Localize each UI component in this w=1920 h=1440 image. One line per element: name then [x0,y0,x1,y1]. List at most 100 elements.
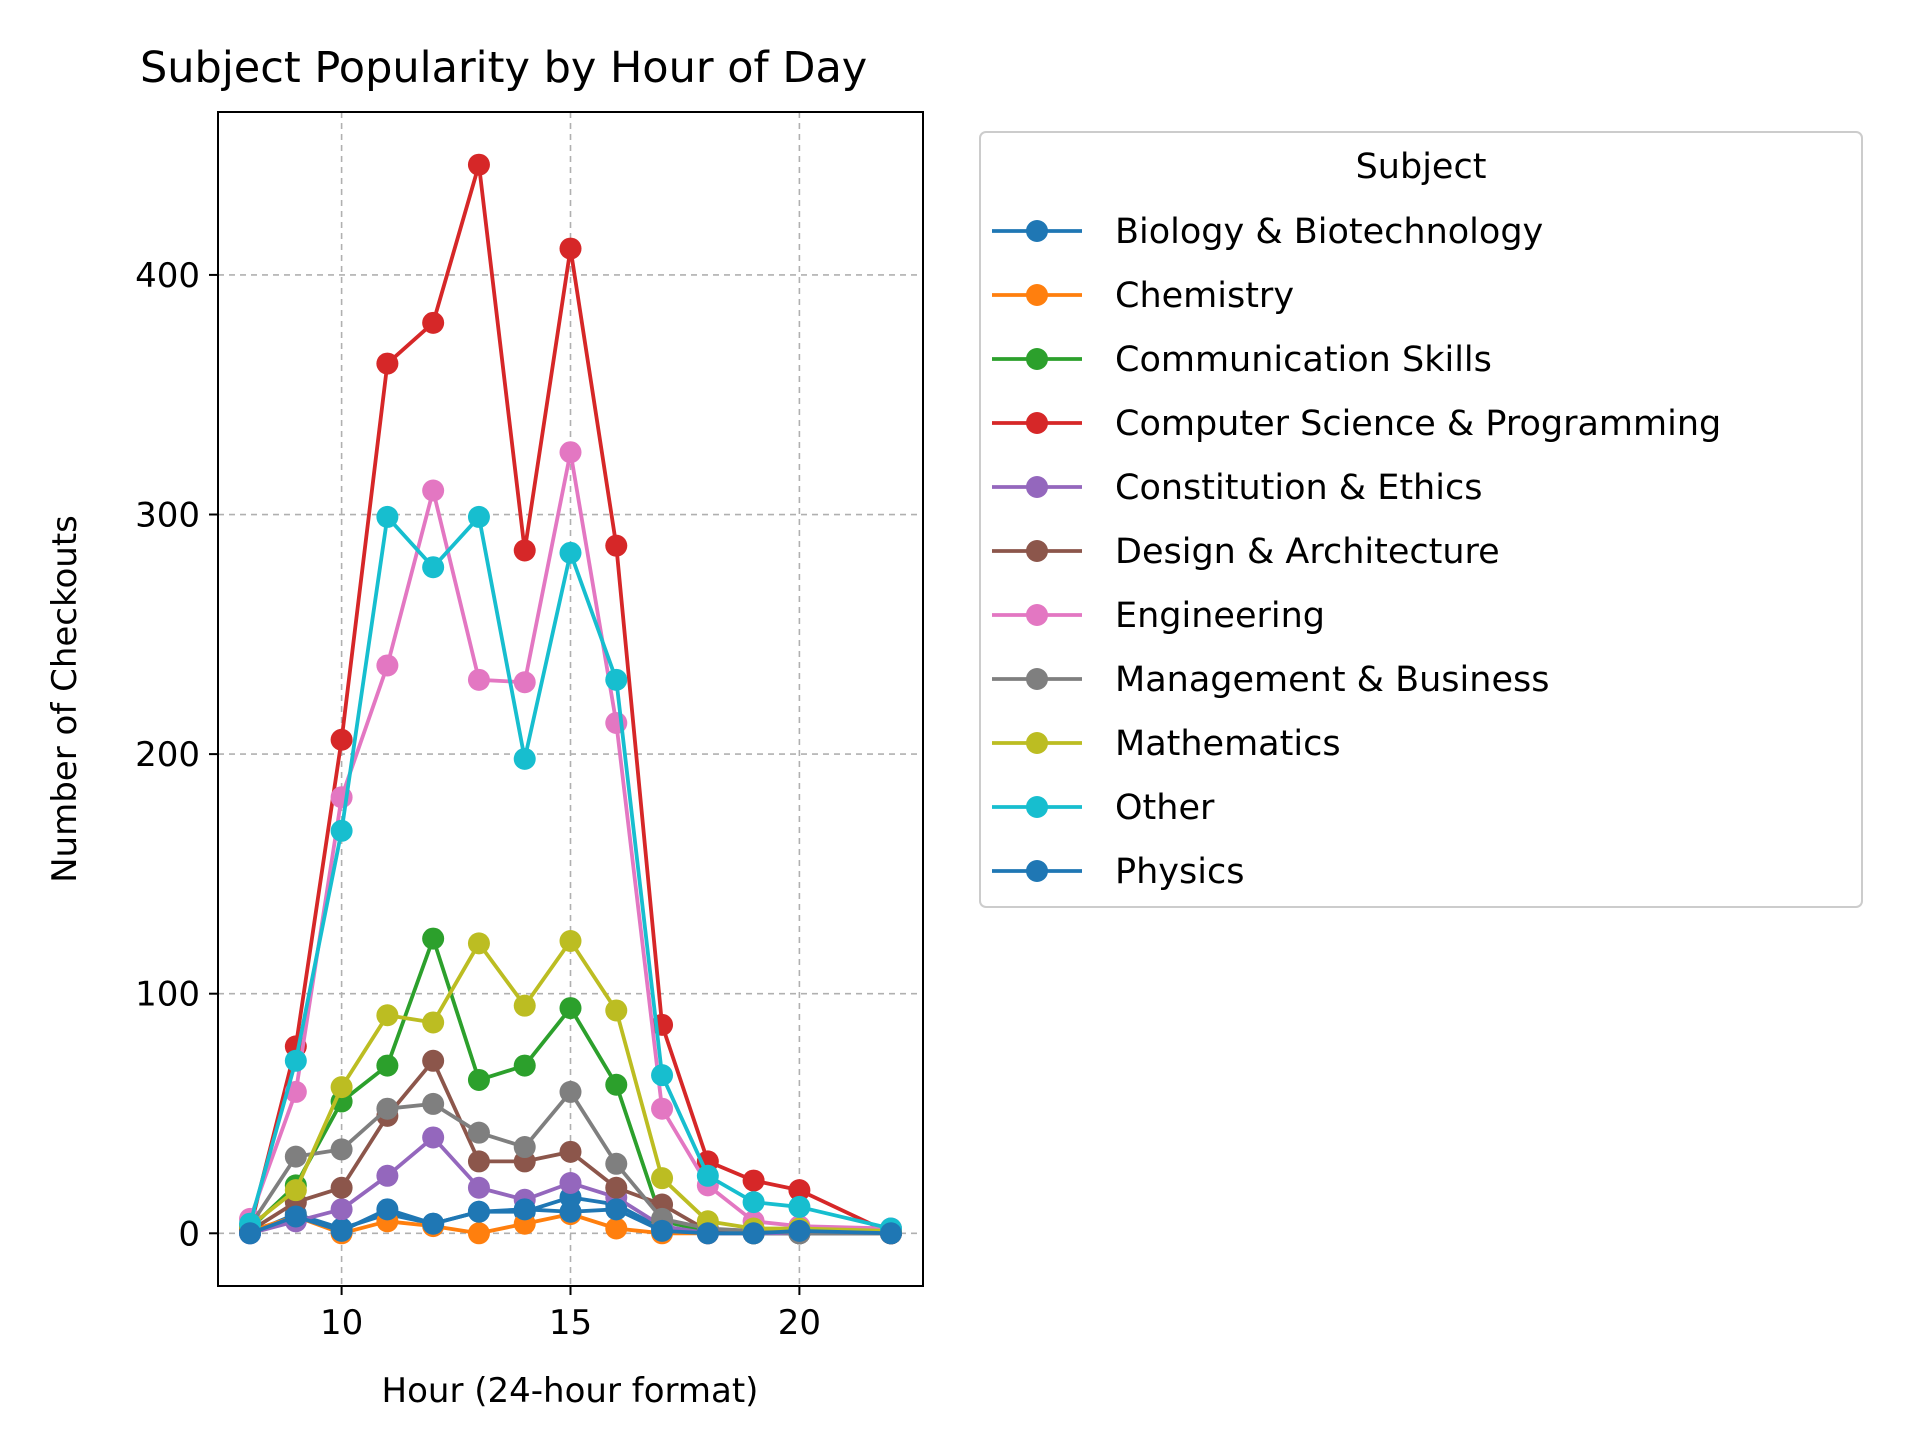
data-point-engineering [376,654,399,677]
data-point-physics [651,1219,674,1242]
data-point-constitution-ethics [559,1171,582,1194]
legend-swatch-marker [1026,604,1048,626]
data-point-other [788,1195,811,1218]
legend-title: Subject [1356,147,1487,187]
data-point-physics [879,1222,902,1245]
data-point-design-architecture [330,1176,353,1199]
x-tick-label: 10 [320,1303,363,1343]
data-point-other [330,819,353,842]
data-point-communication-skills [422,927,445,950]
legend-label: Mathematics [1115,724,1341,764]
data-point-design-architecture [467,1150,490,1173]
legend: Subject Biology & Biotechnology Chemistry… [979,131,1863,908]
legend-swatch-marker [1026,796,1048,818]
data-point-design-architecture [605,1176,628,1199]
legend-label: Chemistry [1115,276,1294,316]
data-point-mathematics [330,1076,353,1099]
data-point-physics [376,1198,399,1221]
data-point-management-business [605,1152,628,1175]
legend-item-engineering: Engineering [992,596,1325,636]
legend-swatch-marker [1026,220,1048,242]
data-point-other [696,1164,719,1187]
legend-swatch-marker [1026,860,1048,882]
data-point-other [513,747,536,770]
data-point-mathematics [651,1167,674,1190]
legend-label: Computer Science & Programming [1115,404,1721,444]
data-point-communication-skills [376,1054,399,1077]
x-tick-label: 15 [549,1303,592,1343]
data-point-management-business [559,1080,582,1103]
data-point-management-business [467,1121,490,1144]
legend-label: Other [1115,788,1215,828]
data-point-design-architecture [422,1049,445,1072]
legend-label: Communication Skills [1115,340,1492,380]
data-point-chemistry [605,1217,628,1240]
data-point-constitution-ethics [376,1164,399,1187]
legend-swatch-marker [1026,668,1048,690]
y-tick-label: 200 [135,735,200,775]
y-tick-label: 400 [135,256,200,296]
data-point-physics [513,1198,536,1221]
data-point-chemistry [467,1222,490,1245]
data-point-management-business [330,1138,353,1161]
data-point-computer-science-programming [467,153,490,176]
grid-lines [218,112,923,1286]
legend-swatch-marker [1026,412,1048,434]
data-point-engineering [559,441,582,464]
y-tick-label: 300 [135,496,200,536]
data-point-design-architecture [559,1140,582,1163]
data-point-constitution-ethics [467,1176,490,1199]
legend-item-management-business: Management & Business [992,660,1549,700]
x-axis-label: Hour (24-hour format) [382,1371,759,1411]
data-point-computer-science-programming [330,728,353,751]
legend-item-communication-skills: Communication Skills [992,340,1492,380]
legend-item-chemistry: Chemistry [992,276,1294,316]
data-point-computer-science-programming [605,534,628,557]
data-point-communication-skills [467,1068,490,1091]
legend-swatch-marker [1026,732,1048,754]
legend-swatch-marker [1026,540,1048,562]
data-point-engineering [467,668,490,691]
data-point-computer-science-programming [422,311,445,334]
data-point-mathematics [467,932,490,955]
series-physics [239,1198,902,1245]
data-point-physics [284,1205,307,1228]
data-point-communication-skills [559,997,582,1020]
data-point-other [376,505,399,528]
legend-label: Design & Architecture [1115,532,1500,572]
data-point-other [605,668,628,691]
data-point-communication-skills [513,1054,536,1077]
data-point-other [559,541,582,564]
legend-label: Constitution & Ethics [1115,468,1482,508]
data-point-mathematics [376,1004,399,1027]
y-tick-label: 0 [178,1214,200,1254]
data-point-management-business [284,1145,307,1168]
legend-item-physics: Physics [992,852,1244,892]
legend-label: Physics [1115,852,1244,892]
data-point-mathematics [422,1011,445,1034]
data-point-mathematics [284,1179,307,1202]
data-point-constitution-ethics [422,1126,445,1149]
data-point-mathematics [559,929,582,952]
data-point-mathematics [513,994,536,1017]
data-point-physics [467,1200,490,1223]
data-point-management-business [422,1092,445,1115]
legend-label: Engineering [1115,596,1325,636]
data-point-computer-science-programming [376,352,399,375]
legend-swatch-marker [1026,284,1048,306]
data-point-other [467,505,490,528]
data-point-physics [605,1198,628,1221]
data-point-communication-skills [605,1073,628,1096]
data-point-physics [422,1212,445,1235]
y-tick-label: 100 [135,975,200,1015]
data-point-computer-science-programming [788,1179,811,1202]
series-lines [239,153,902,1245]
data-point-physics [696,1222,719,1245]
legend-item-constitution-ethics: Constitution & Ethics [992,468,1482,508]
data-point-physics [559,1200,582,1223]
y-axis-label: Number of Checkouts [45,515,85,883]
data-point-constitution-ethics [330,1198,353,1221]
legend-item-design-architecture: Design & Architecture [992,532,1500,572]
